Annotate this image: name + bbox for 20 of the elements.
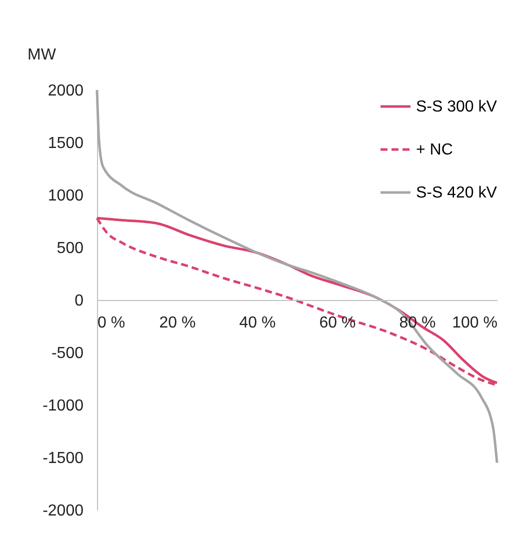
- x-tick-label: 60 %: [319, 314, 356, 332]
- y-tick-label: 1000: [48, 188, 84, 204]
- line-series: [96, 88, 498, 464]
- legend-label: S-S 420 kV: [416, 184, 498, 202]
- y-axis-title: MW: [28, 46, 57, 64]
- y-tick-label: -1000: [42, 398, 84, 414]
- x-tick-label: 0 %: [98, 314, 126, 332]
- x-tick-label: 20 %: [159, 314, 196, 332]
- y-tick-label: 500: [56, 240, 84, 257]
- x-tick-label: 80 %: [399, 314, 436, 332]
- legend-label: S-S 300 kV: [416, 98, 498, 116]
- y-tick-label: -1500: [42, 450, 84, 467]
- y-tick-label: -500: [51, 345, 84, 362]
- y-tick-label: 0: [74, 292, 84, 310]
- legend-label: + NC: [416, 142, 453, 158]
- y-tick-label: 1500: [48, 135, 84, 152]
- y-tick-label: -2000: [42, 502, 84, 520]
- y-tick-label: 2000: [48, 82, 84, 100]
- x-tick-label: 40 %: [239, 314, 276, 332]
- x-tick-label: 100 %: [452, 314, 498, 332]
